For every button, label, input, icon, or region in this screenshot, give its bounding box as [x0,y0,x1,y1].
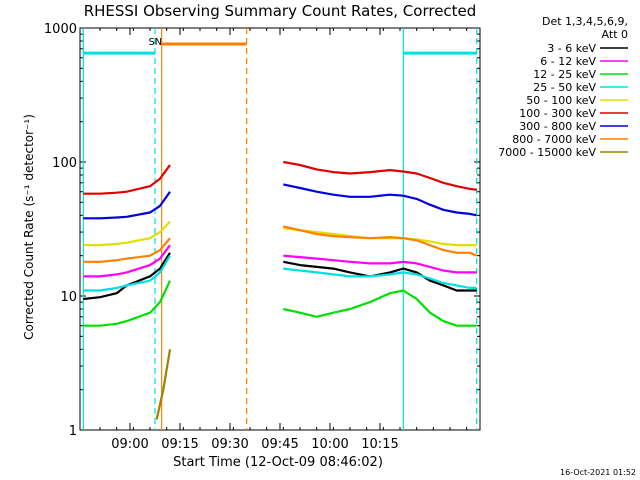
series-line [83,280,477,327]
y-tick-label: 100 [52,156,77,171]
y-tick-label: 1000 [44,22,77,37]
series-line [83,252,477,301]
x-axis-label: Start Time (12-Oct-09 08:46:02) [173,455,383,470]
x-tick-label: 10:00 [311,437,348,452]
legend-label: 800 - 7000 keV [512,133,596,146]
legend-label: 6 - 12 keV [540,55,596,68]
legend-label: 3 - 6 keV [547,42,596,55]
overlay-flag-label: S [148,37,154,48]
y-tick-label: 1 [69,424,77,439]
series-line [83,255,477,292]
series-line [83,183,477,220]
legend-label: 300 - 800 keV [519,120,596,133]
legend-header-line-1: Det 1,3,4,5,6,9, [542,15,628,28]
footer-timestamp: 16-Oct-2021 01:52 [560,468,636,477]
y-axis-label: Corrected Count Rate (s⁻¹ detector⁻¹) [22,114,36,340]
legend-label: 12 - 25 keV [533,68,596,81]
legend-label: 100 - 300 keV [519,107,596,120]
series-line [83,225,478,263]
plot-area: 1 10 100 1000 09:00 09:15 09:30 09:45 10:00 10:15… [44,22,481,452]
x-tick-label: 10:15 [361,437,398,452]
x-tick-label: 09:30 [211,437,248,452]
legend-label: 25 - 50 keV [533,81,596,94]
chart-title: RHESSI Observing Summary Count Rates, Co… [84,2,477,20]
series-line [83,244,477,278]
series-line [155,349,172,420]
x-tick-label: 09:00 [111,437,148,452]
legend-label: 50 - 100 keV [526,94,596,107]
series-line [83,160,477,195]
legend-label: 7000 - 15000 keV [498,146,596,159]
x-tick-label: 09:45 [261,437,298,452]
plot-frame [79,27,481,431]
x-tick-label: 09:15 [161,437,198,452]
overlay-flag-label: N [155,37,162,48]
legend-header-line-2: Att 0 [602,28,628,41]
y-tick-label: 10 [60,290,77,305]
